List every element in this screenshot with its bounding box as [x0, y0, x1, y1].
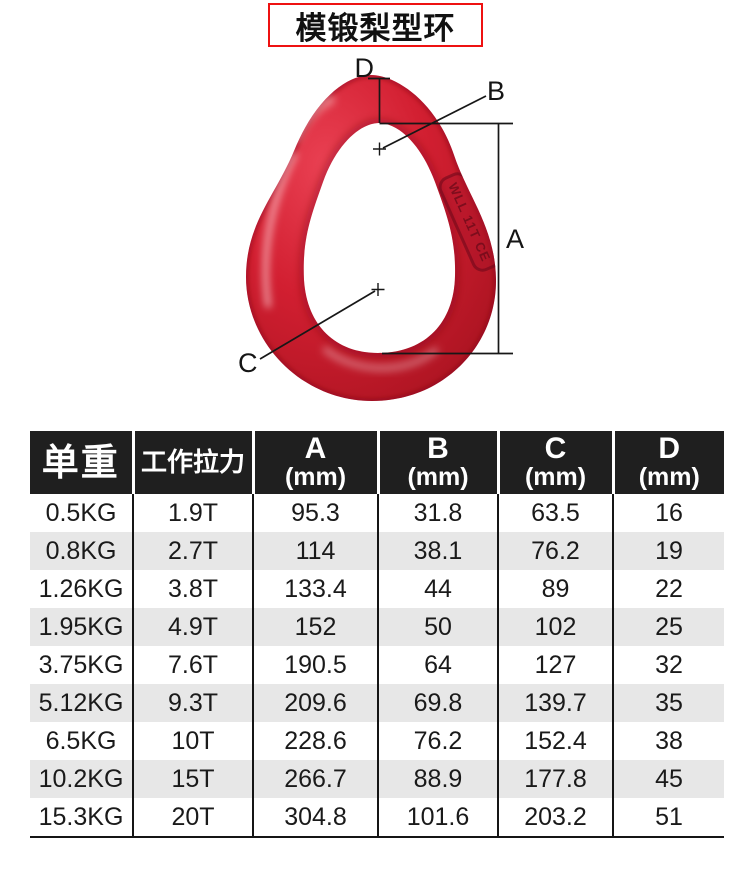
dim-c-cross: [371, 283, 385, 296]
dim-label-c: C: [238, 348, 258, 378]
dim-label-b: B: [487, 76, 505, 106]
table-cell: 139.7: [498, 684, 614, 722]
table-cell: 304.8: [253, 798, 379, 837]
forging-stamp: WLL 11T CE: [438, 172, 497, 272]
table-cell: 16: [613, 494, 724, 532]
table-cell: 15T: [133, 760, 254, 798]
col-header-sub: (mm): [407, 463, 469, 492]
page-title-text: 模锻梨型环: [295, 10, 456, 46]
table-row: 0.8KG 2.7T 114 38.1 76.2 19: [30, 532, 724, 570]
table-cell: 45: [613, 760, 724, 798]
table-cell: 190.5: [253, 646, 379, 684]
table-cell: 133.4: [253, 570, 379, 608]
table-cell: 5.12KG: [30, 684, 134, 722]
table-cell: 266.7: [253, 760, 379, 798]
page-title: 模锻梨型环: [268, 3, 483, 47]
table-cell: 203.2: [498, 798, 614, 837]
table-cell: 31.8: [378, 494, 499, 532]
dimension-lines: [259, 77, 513, 360]
table-row: 5.12KG 9.3T 209.6 69.8 139.7 35: [30, 684, 724, 722]
table-row: 3.75KG 7.6T 190.5 64 127 32: [30, 646, 724, 684]
col-header-label: D: [658, 432, 681, 466]
table-cell: 38.1: [378, 532, 499, 570]
col-header-d-mm: D (mm): [613, 431, 724, 494]
col-header-c-mm: C (mm): [498, 431, 615, 494]
table-cell: 88.9: [378, 760, 499, 798]
table-cell: 15.3KG: [30, 798, 134, 837]
table-cell: 32: [613, 646, 724, 684]
col-header-b-mm: B (mm): [378, 431, 500, 494]
dim-b-cross: [373, 142, 386, 156]
dim-label-a: A: [506, 224, 524, 254]
col-header-label: A: [304, 432, 327, 466]
table-cell: 0.8KG: [30, 532, 134, 570]
table-cell: 10.2KG: [30, 760, 134, 798]
table-cell: 1.95KG: [30, 608, 134, 646]
spec-table-body: 0.5KG 1.9T 95.3 31.8 63.5 16 0.8KG 2.7T 114 38.1 7…: [30, 494, 724, 837]
table-cell: 3.8T: [133, 570, 254, 608]
table-cell: 64: [378, 646, 499, 684]
table-cell: 20T: [133, 798, 254, 837]
table-cell: 19: [613, 532, 724, 570]
table-cell: 2.7T: [133, 532, 254, 570]
ring-diagram: WLL 11T CE D B A C: [238, 55, 524, 401]
table-cell: 9.3T: [133, 684, 254, 722]
table-cell: 1.9T: [133, 494, 254, 532]
table-cell: 89: [498, 570, 614, 608]
col-header-sub: (mm): [284, 463, 347, 492]
col-header-label: C: [544, 432, 567, 466]
col-header-unit-weight: 单重: [30, 431, 135, 494]
col-header-a-mm: A (mm): [253, 431, 380, 494]
table-cell: 44: [378, 570, 499, 608]
table-cell: 51: [613, 798, 724, 837]
col-header-label: 工作拉力: [140, 447, 245, 478]
table-cell: 35: [613, 684, 724, 722]
col-header-sub: (mm): [524, 463, 587, 492]
table-cell: 152.4: [498, 722, 614, 760]
table-cell: 0.5KG: [30, 494, 134, 532]
col-header-working-load: 工作拉力: [133, 431, 255, 494]
table-row: 6.5KG 10T 228.6 76.2 152.4 38: [30, 722, 724, 760]
spec-table: 单重 工作拉力 A (mm) B (mm) C (mm): [30, 431, 724, 838]
col-header-label: B: [427, 432, 449, 466]
table-cell: 10T: [133, 722, 254, 760]
table-cell: 177.8: [498, 760, 614, 798]
table-cell: 76.2: [498, 532, 614, 570]
table-cell: 6.5KG: [30, 722, 134, 760]
col-header-label: 单重: [41, 441, 120, 483]
table-cell: 69.8: [378, 684, 499, 722]
table-row: 0.5KG 1.9T 95.3 31.8 63.5 16: [30, 494, 724, 532]
table-cell: 152: [253, 608, 379, 646]
table-cell: 209.6: [253, 684, 379, 722]
table-cell: 63.5: [498, 494, 614, 532]
table-cell: 76.2: [378, 722, 499, 760]
table-cell: 127: [498, 646, 614, 684]
spec-table-header: 单重 工作拉力 A (mm) B (mm) C (mm): [30, 431, 724, 494]
table-cell: 102: [498, 608, 614, 646]
table-cell: 7.6T: [133, 646, 254, 684]
table-cell: 1.26KG: [30, 570, 134, 608]
table-cell: 114: [253, 532, 379, 570]
table-cell: 228.6: [253, 722, 379, 760]
table-cell: 25: [613, 608, 724, 646]
dim-c-leader: [259, 290, 376, 360]
table-cell: 22: [613, 570, 724, 608]
col-header-sub: (mm): [638, 463, 700, 492]
table-cell: 50: [378, 608, 499, 646]
table-cell: 3.75KG: [30, 646, 134, 684]
dim-label-d: D: [355, 55, 375, 83]
table-cell: 101.6: [378, 798, 499, 837]
table-row: 1.95KG 4.9T 152 50 102 25: [30, 608, 724, 646]
table-row: 10.2KG 15T 266.7 88.9 177.8 45: [30, 760, 724, 798]
table-row: 15.3KG 20T 304.8 101.6 203.2 51: [30, 798, 724, 837]
pear-ring-shape: [246, 75, 497, 401]
header-row: 单重 工作拉力 A (mm) B (mm) C (mm): [30, 431, 724, 494]
dim-b-leader: [382, 95, 487, 149]
table-cell: 95.3: [253, 494, 379, 532]
table-cell: 38: [613, 722, 724, 760]
table-row: 1.26KG 3.8T 133.4 44 89 22: [30, 570, 724, 608]
table-cell: 4.9T: [133, 608, 254, 646]
